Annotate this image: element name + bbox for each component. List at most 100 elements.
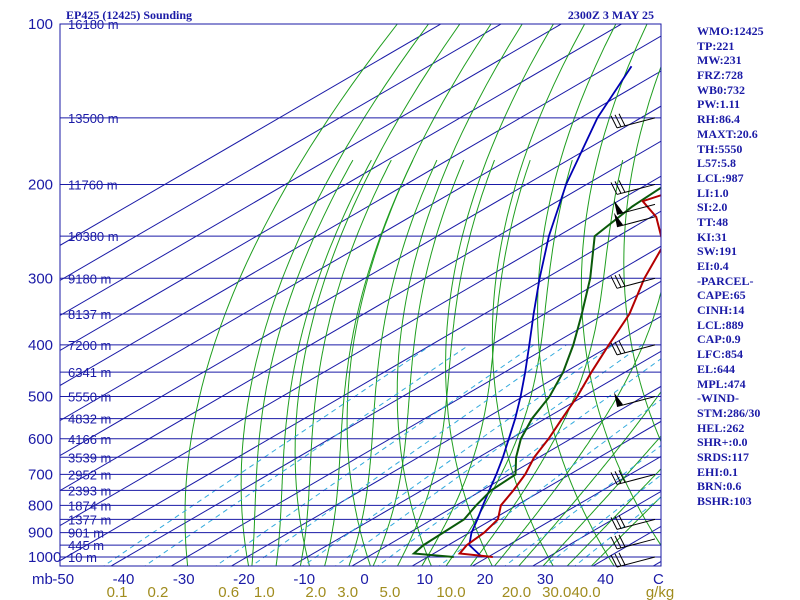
isotherm-line [290, 350, 661, 566]
wind-barb [610, 113, 656, 129]
wind-barb [610, 470, 656, 485]
mixing-ratio-line [334, 344, 643, 566]
moist-adiabat-line [542, 435, 661, 566]
mixing-ratio-tick-label: 0.6 [218, 584, 239, 600]
dry-adiabat-line [491, 24, 586, 566]
dry-adiabat-line [184, 24, 398, 566]
axis-labels: -50 -40 -30 -20 -10 0 10 20 30 40 mb C 0.1 0.2 0.6 1.0 2… [32, 571, 674, 600]
height-label: 13500 m [68, 111, 119, 126]
temperature-tick-label: 40 [597, 571, 614, 588]
pressure-tick-label: 1000 [28, 549, 61, 566]
parcel-trace [468, 65, 633, 558]
isotherm-line [60, 24, 503, 281]
wind-barb [614, 200, 656, 215]
moist-adiabat-line [566, 468, 661, 566]
moist-adiabat-line [469, 159, 624, 566]
index-item: LI:1.0 [697, 185, 729, 200]
isotherm-line [60, 24, 442, 246]
mixing-ratio-tick-label: 3.0 [337, 584, 358, 600]
temperature-trace [457, 194, 661, 558]
temperature-tick-label: 0 [360, 571, 368, 588]
chart-frame [59, 23, 662, 567]
temperature-tick-label: -40 [113, 571, 135, 588]
moist-adiabat-line [275, 159, 372, 566]
temperature-tick-label: -50 [52, 571, 74, 588]
index-item: SW:191 [697, 244, 738, 259]
moist-adiabat-line [348, 159, 438, 566]
pressure-tick-label: 200 [28, 176, 53, 193]
dry-adiabat-line [396, 24, 523, 566]
height-label: 8137 m [68, 307, 111, 322]
height-label: 11760 m [68, 177, 118, 192]
isotherm-line [60, 175, 661, 527]
height-label: 6341 m [68, 365, 111, 380]
dry-adiabat-line [240, 24, 429, 566]
pressure-unit-label: mb [32, 571, 53, 588]
index-item: STM:286/30 [697, 405, 761, 420]
indices-panel: WMO:12425 TP:221 MW:231 FRZ:728 WB0:732 PW:1.… [697, 24, 800, 509]
temperature-tick-label: -30 [173, 571, 195, 588]
mixing-ratio-tick-label: 1.0 [254, 584, 275, 600]
index-item: MAXT:20.6 [697, 126, 758, 141]
wind-barbs [610, 113, 656, 568]
pressure-tick-label: 500 [28, 389, 53, 406]
index-item: KI:31 [697, 229, 727, 244]
height-label: 9180 m [68, 271, 111, 286]
moist-adiabat-line [251, 159, 354, 566]
mixing-ratio-line [376, 358, 661, 566]
index-item: LCL:987 [697, 170, 744, 185]
height-label: 16180 m [68, 17, 119, 32]
index-item: TT:48 [697, 214, 729, 229]
index-item: LFC:854 [697, 347, 743, 362]
moist-adiabat-line [590, 496, 661, 566]
height-labels: 16180 m 13500 m 11760 m 10380 m 9180 m 8137 m… [68, 17, 119, 565]
mixing-ratio-tick-label: 20.0 [502, 584, 531, 600]
index-item: L57:5.8 [697, 156, 736, 171]
mixing-ratio-line [102, 344, 432, 566]
index-item: HEL:262 [697, 420, 745, 435]
mixing-ratio-tick-label: 10.0 [436, 584, 465, 600]
height-label: 10380 m [68, 229, 119, 244]
index-item: WB0:732 [697, 82, 745, 97]
station-title: EP425 (12425) Sounding [66, 8, 192, 22]
mixing-ratio-line [143, 344, 470, 566]
mixing-ratio-line [250, 344, 567, 566]
isotherm-line [60, 24, 563, 317]
height-label: 4166 m [68, 432, 111, 447]
dry-adiabat-line [623, 65, 661, 443]
moist-adiabat-line [493, 289, 661, 566]
pressure-tick-label: 100 [28, 16, 53, 33]
isotherm-line [60, 105, 661, 457]
index-item: BRN:0.6 [697, 479, 742, 494]
moist-adiabat-line [299, 159, 392, 566]
wind-barb [614, 392, 656, 408]
index-item: BSHR:103 [697, 494, 752, 508]
pressure-tick-label: 700 [28, 466, 53, 483]
wind-barb [610, 515, 656, 530]
mixing-ratio-tick-label: 0.2 [147, 584, 168, 600]
index-item: MW:231 [697, 53, 742, 68]
dry-adiabat-line [580, 24, 661, 547]
index-item: MPL:474 [697, 376, 746, 391]
index-item: CAPE:65 [697, 288, 746, 303]
mixing-ratio-unit-label: g/kg [646, 584, 674, 600]
index-item: -PARCEL- [697, 273, 754, 288]
dewpoint-trace [411, 186, 661, 558]
isotherm-line [60, 24, 623, 352]
wind-barb [614, 212, 656, 228]
index-item: WMO:12425 [697, 24, 764, 38]
mixing-ratio-line [544, 474, 661, 566]
dry-adiabat-line [346, 24, 492, 566]
height-label: 3539 m [68, 450, 111, 465]
plot-border [59, 23, 662, 567]
index-item: FRZ:728 [697, 68, 743, 83]
height-label: 1377 m [68, 512, 111, 527]
index-item: EHI:0.1 [697, 464, 739, 479]
temperature-tick-label: -10 [293, 571, 315, 588]
mixing-ratio-line [438, 399, 661, 566]
mixing-ratio-tick-label: 40.0 [571, 584, 600, 600]
isotherm-line [110, 245, 661, 566]
isotherm-line [60, 140, 661, 492]
pressure-tick-label: 600 [28, 431, 53, 448]
pressure-tick-label: 400 [28, 337, 53, 354]
